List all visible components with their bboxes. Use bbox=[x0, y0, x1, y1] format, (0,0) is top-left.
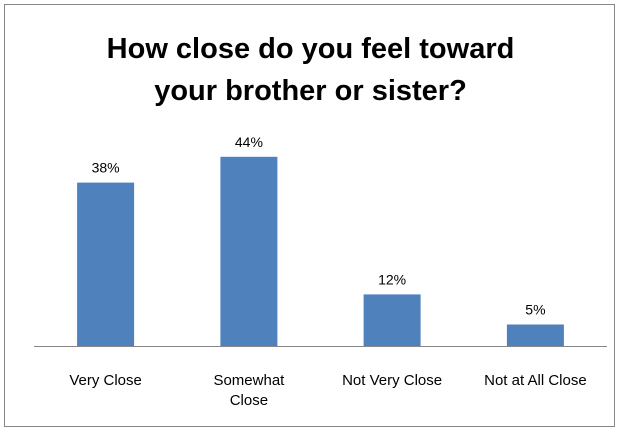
category-label-3: Not Very Close bbox=[342, 372, 442, 389]
chart-title-line-2: your brother or sister? bbox=[154, 75, 467, 107]
category-label-2-line-1: Somewhat bbox=[213, 372, 285, 389]
bar-2 bbox=[220, 156, 278, 346]
data-label-2: 44% bbox=[235, 134, 263, 150]
chart-title-line-1: How close do you feel toward bbox=[106, 33, 515, 65]
category-label-2-line-2: Close bbox=[230, 392, 268, 409]
data-label-1: 38% bbox=[92, 160, 120, 176]
chart-title: How close do you feel toward your brothe… bbox=[0, 28, 621, 112]
bar-4 bbox=[506, 324, 564, 346]
bar-3 bbox=[363, 294, 421, 346]
category-label-4: Not at All Close bbox=[484, 372, 587, 389]
category-label-1: Very Close bbox=[69, 372, 142, 389]
bar-1 bbox=[77, 182, 135, 346]
data-label-4: 5% bbox=[525, 302, 545, 318]
data-label-3: 12% bbox=[378, 271, 406, 287]
